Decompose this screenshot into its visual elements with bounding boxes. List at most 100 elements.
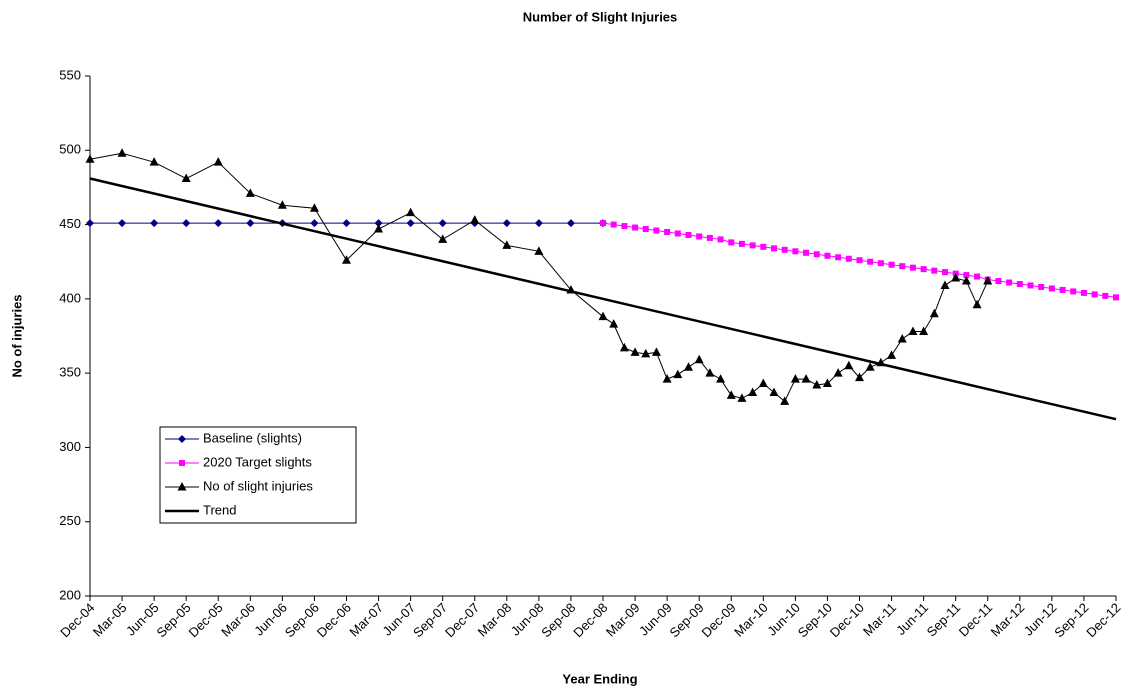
marker (342, 219, 351, 228)
marker (696, 233, 703, 240)
x-tick-label: Sep-06 (282, 600, 322, 640)
marker (919, 326, 929, 336)
marker (630, 347, 640, 356)
marker (277, 200, 287, 209)
marker (642, 226, 649, 233)
x-tick-label: Mar-07 (346, 600, 386, 640)
marker (856, 257, 863, 264)
marker (845, 255, 852, 262)
marker (865, 362, 875, 371)
marker (621, 223, 628, 230)
marker (310, 219, 319, 228)
marker (685, 231, 692, 238)
marker (619, 342, 629, 352)
x-tick-label: Dec-11 (956, 600, 996, 640)
marker (651, 347, 661, 356)
marker (963, 272, 970, 279)
series-line (89, 152, 989, 403)
marker (909, 264, 916, 271)
y-tick-label: 250 (59, 513, 81, 528)
x-tick-label: Mar-08 (475, 600, 515, 640)
marker (929, 308, 939, 318)
marker (812, 380, 822, 389)
marker (610, 221, 617, 228)
marker (940, 280, 950, 289)
y-tick-label: 450 (59, 216, 81, 231)
x-tick-label: Mar-11 (860, 600, 899, 639)
marker (86, 219, 94, 228)
marker (534, 219, 543, 228)
marker (728, 239, 735, 246)
marker (662, 374, 672, 383)
marker (908, 326, 918, 336)
marker (887, 350, 897, 359)
marker (899, 263, 906, 270)
marker (600, 220, 606, 227)
marker (749, 242, 756, 249)
chart-title: Number of Slight Injuries (523, 9, 678, 24)
marker (1091, 291, 1098, 298)
marker (214, 219, 223, 228)
x-tick-label: Sep-10 (795, 600, 835, 640)
y-tick-label: 200 (59, 587, 81, 602)
marker (502, 219, 511, 228)
marker (717, 236, 724, 243)
x-axis-label: Year Ending (562, 671, 637, 686)
marker (438, 234, 448, 243)
marker (792, 248, 799, 255)
marker (534, 246, 544, 255)
marker (897, 333, 907, 343)
legend-label: No of slight injuries (203, 478, 313, 493)
marker (406, 207, 416, 217)
marker (632, 224, 639, 231)
marker (213, 157, 223, 166)
marker (716, 374, 726, 383)
marker (566, 219, 575, 228)
x-tick-label: Dec-04 (57, 600, 97, 640)
marker (470, 215, 480, 224)
x-tick-label: Sep-05 (153, 600, 193, 640)
marker (726, 390, 736, 399)
marker (1113, 294, 1119, 301)
x-tick-label: Mar-05 (90, 600, 130, 640)
marker (181, 173, 191, 183)
marker (801, 374, 811, 383)
marker (118, 219, 127, 228)
marker (824, 252, 831, 259)
x-tick-label: Dec-06 (314, 600, 354, 640)
marker (813, 251, 820, 258)
marker (502, 240, 512, 249)
marker (117, 148, 127, 157)
marker (771, 245, 777, 252)
marker (877, 260, 884, 267)
x-tick-label: Dec-10 (827, 600, 867, 640)
y-tick-label: 350 (59, 365, 81, 380)
marker (790, 374, 800, 383)
marker (179, 460, 185, 466)
marker (1016, 281, 1023, 287)
marker (822, 378, 832, 388)
marker (1070, 288, 1077, 295)
marker (406, 219, 415, 228)
y-tick-label: 500 (59, 142, 81, 157)
y-axis-label: No of injuries (9, 294, 24, 377)
marker (705, 368, 715, 377)
marker (1102, 292, 1109, 299)
legend-label: 2020 Target slights (203, 454, 312, 469)
marker (983, 276, 993, 285)
marker (972, 299, 982, 309)
marker (1048, 285, 1055, 292)
y-tick-label: 400 (59, 290, 81, 305)
marker (706, 234, 713, 241)
x-tick-label: Dec-07 (442, 600, 482, 640)
marker (1027, 282, 1034, 289)
marker (342, 255, 351, 264)
marker (673, 369, 683, 379)
legend-label: Baseline (slights) (203, 430, 302, 445)
x-tick-label: Sep-09 (666, 600, 706, 640)
marker (246, 219, 255, 228)
marker (758, 378, 768, 388)
marker (149, 157, 159, 166)
marker (995, 278, 1002, 285)
